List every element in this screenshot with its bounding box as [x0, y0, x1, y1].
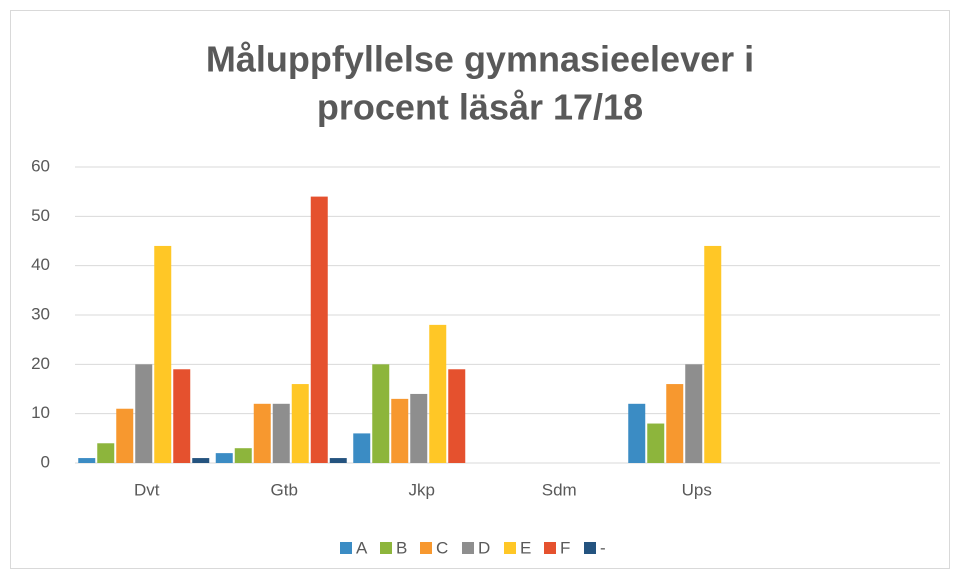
bar: [391, 398, 409, 463]
bar: [628, 403, 646, 463]
bar: [372, 364, 390, 463]
legend-label: C: [436, 538, 448, 557]
bar: [253, 403, 271, 463]
legend-swatch: [340, 542, 352, 554]
bar: [310, 196, 328, 463]
legend-swatch: [504, 542, 516, 554]
y-tick-label: 20: [31, 354, 50, 373]
legend-label: D: [478, 538, 490, 557]
bar: [329, 458, 347, 463]
bar: [97, 443, 115, 463]
bar: [272, 403, 290, 463]
legend-swatch: [544, 542, 556, 554]
legend-swatch: [420, 542, 432, 554]
bar: [116, 408, 134, 463]
legend-swatch: [380, 542, 392, 554]
bar: [154, 245, 172, 463]
bar: [291, 384, 309, 463]
y-tick-label: 50: [31, 206, 50, 225]
y-tick-label: 10: [31, 403, 50, 422]
bar: [173, 369, 191, 463]
bar: [410, 393, 428, 463]
legend-swatch: [462, 542, 474, 554]
x-tick-label: Dvt: [134, 480, 160, 499]
legend-label: F: [560, 538, 570, 557]
legend-label: -: [600, 538, 606, 557]
bar: [215, 453, 233, 463]
chart-title: procent läsår 17/18: [317, 87, 643, 128]
x-tick-label: Gtb: [271, 480, 298, 499]
x-tick-label: Ups: [682, 480, 712, 499]
y-tick-label: 0: [41, 452, 50, 471]
legend-swatch: [584, 542, 596, 554]
bar: [135, 364, 153, 463]
x-tick-label: Sdm: [542, 480, 577, 499]
chart-title: Måluppfyllelse gymnasieelever i: [206, 39, 754, 80]
legend-label: A: [356, 538, 368, 557]
legend-label: B: [396, 538, 407, 557]
bar: [429, 324, 447, 463]
y-tick-label: 60: [31, 156, 50, 175]
bar: [78, 458, 96, 463]
bar: [704, 245, 722, 463]
bar: [192, 458, 210, 463]
x-tick-label: Jkp: [409, 480, 435, 499]
bar: [685, 364, 703, 463]
bar: [234, 448, 252, 463]
legend-label: E: [520, 538, 531, 557]
y-tick-label: 40: [31, 255, 50, 274]
bar: [647, 423, 665, 463]
bar: [353, 433, 371, 463]
bar: [448, 369, 466, 463]
bar: [666, 384, 684, 463]
y-tick-label: 30: [31, 304, 50, 323]
